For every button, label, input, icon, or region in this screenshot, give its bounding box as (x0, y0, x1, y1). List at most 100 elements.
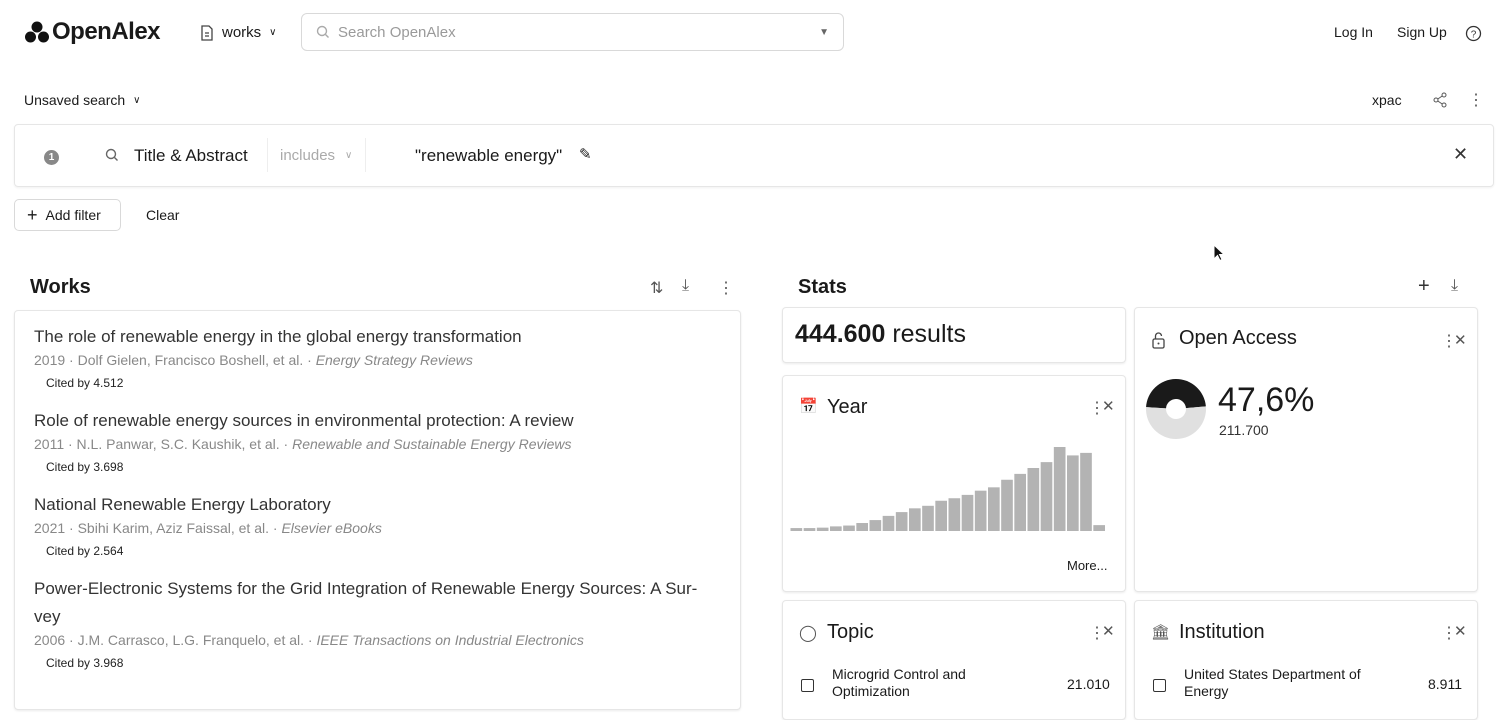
topic-checkbox[interactable] (801, 679, 814, 692)
open-access-card (1134, 307, 1478, 592)
year-histogram (790, 447, 1105, 531)
year-bar[interactable] (1001, 479, 1013, 531)
work-source[interactable]: Renewable and Sustainable Energy Reviews (292, 436, 572, 452)
remove-filter-icon[interactable]: ✕ (1453, 144, 1469, 164)
work-source[interactable]: Elsevier eBooks (281, 520, 382, 536)
sort-icon[interactable]: ⇅ (650, 280, 664, 297)
year-bar[interactable] (935, 500, 947, 531)
year-bar[interactable] (882, 515, 895, 531)
year-bar[interactable] (922, 505, 934, 531)
chevron-down-icon: ∨ (133, 94, 141, 106)
year-bar[interactable] (816, 527, 829, 531)
topic-label[interactable]: Microgrid Control and Optimization (832, 666, 966, 699)
work-title[interactable]: The role of renewable energy in the glob… (34, 327, 522, 346)
cited-by[interactable]: Cited by 2.564 (46, 544, 124, 558)
year-bar[interactable] (869, 520, 882, 531)
list-item[interactable]: The role of renewable energy in the glob… (34, 323, 522, 390)
svg-text:?: ? (1471, 30, 1477, 41)
open-access-count: 211.700 (1219, 422, 1269, 438)
closed-access-slice[interactable] (1146, 406, 1206, 439)
add-filter-label: Add filter (45, 207, 101, 223)
year-bar[interactable] (988, 487, 1000, 531)
year-bar[interactable] (843, 525, 855, 531)
year-bar[interactable] (790, 528, 803, 531)
login-link[interactable]: Log In (1334, 24, 1373, 40)
year-title: Year (827, 396, 868, 418)
work-title[interactable]: Power-Electronic Systems for the Grid In… (34, 579, 698, 626)
year-bar[interactable] (1014, 473, 1026, 531)
list-item[interactable]: Power-Electronic Systems for the Grid In… (34, 575, 714, 670)
institution-checkbox[interactable] (1153, 679, 1166, 692)
year-bar[interactable] (909, 508, 921, 531)
more-link[interactable]: More... (1067, 558, 1108, 573)
operator-label: includes (280, 146, 336, 164)
more-options-icon[interactable]: ⋮ (1089, 625, 1105, 642)
signup-link[interactable]: Sign Up (1397, 24, 1447, 40)
work-source[interactable]: Energy Strategy Reviews (315, 352, 473, 368)
year-bar[interactable] (948, 498, 961, 531)
user-label[interactable]: xpac (1372, 92, 1402, 108)
entity-label: works (222, 24, 262, 41)
more-options-icon[interactable]: ⋮ (1089, 400, 1105, 417)
year-bar[interactable] (856, 523, 868, 531)
add-stat-icon[interactable]: + (1418, 275, 1430, 297)
work-title[interactable]: National Renewable Energy Laboratory (34, 495, 331, 514)
year-bar[interactable] (1067, 455, 1079, 531)
more-options-icon[interactable]: ⋮ (1441, 625, 1457, 642)
close-icon[interactable]: ✕ (1454, 623, 1467, 640)
more-options-icon[interactable]: ⋮ (1468, 92, 1484, 109)
download-icon[interactable]: ⤓ (682, 277, 690, 294)
add-filter-button[interactable]: + Add filter (14, 199, 121, 231)
topic-title: Topic (827, 621, 874, 643)
cited-by[interactable]: Cited by 3.698 (46, 460, 124, 474)
filter-field[interactable]: Title & Abstract (134, 146, 248, 165)
institution-label[interactable]: United States Department of Energy (1184, 666, 1361, 699)
entity-selector[interactable]: works ∨ (200, 24, 277, 41)
open-access-slice[interactable] (1146, 379, 1206, 409)
institution-count: 8.911 (1428, 676, 1462, 692)
lock-icon (1152, 332, 1165, 349)
year-bar[interactable] (830, 526, 842, 531)
year-bar[interactable] (1093, 525, 1105, 531)
clear-button[interactable]: Clear (146, 207, 180, 223)
close-icon[interactable]: ✕ (1102, 398, 1115, 415)
work-meta: 2006 · J.M. Carrasco, L.G. Franquelo, et… (34, 632, 317, 648)
openalex-logo[interactable]: OpenAlex (24, 18, 161, 46)
download-icon[interactable]: ⤓ (1451, 277, 1459, 294)
work-source[interactable]: IEEE Transactions on Industrial Electron… (316, 632, 584, 648)
close-icon[interactable]: ✕ (1102, 623, 1115, 640)
year-bar[interactable] (803, 528, 816, 531)
close-icon[interactable]: ✕ (1454, 332, 1467, 349)
filter-index: 1 (44, 150, 59, 165)
search-input[interactable]: Search OpenAlex ▼ (301, 13, 844, 51)
works-list (14, 310, 741, 710)
year-bar[interactable] (1027, 468, 1040, 531)
operator-select[interactable]: includes ∨ (267, 138, 366, 172)
list-item[interactable]: Role of renewable energy sources in envi… (34, 407, 574, 474)
share-icon[interactable] (1432, 92, 1448, 108)
help-icon[interactable]: ? (1465, 25, 1482, 42)
year-bar[interactable] (1080, 452, 1092, 531)
filter-row (14, 124, 1494, 187)
year-bar[interactable] (1053, 447, 1066, 531)
saved-search-menu[interactable]: Unsaved search ∨ (24, 92, 141, 108)
year-bar[interactable] (974, 490, 987, 531)
more-options-icon[interactable]: ⋮ (1441, 333, 1457, 350)
filter-value[interactable]: "renewable energy" (415, 146, 563, 165)
work-meta: 2019 · Dolf Gielen, Francisco Boshell, e… (34, 352, 316, 368)
more-options-icon[interactable]: ⋮ (718, 280, 734, 297)
dropdown-caret-icon[interactable]: ▼ (819, 26, 829, 38)
work-title[interactable]: Role of renewable energy sources in envi… (34, 411, 574, 430)
year-bar[interactable] (895, 512, 908, 531)
institution-title: Institution (1179, 621, 1265, 643)
year-bar[interactable] (1040, 462, 1053, 531)
stats-heading: Stats (798, 276, 847, 298)
cited-by[interactable]: Cited by 3.968 (46, 656, 124, 670)
edit-pencil-icon[interactable]: ✎ (579, 146, 592, 163)
search-placeholder: Search OpenAlex (338, 23, 456, 41)
year-bar[interactable] (961, 494, 974, 531)
list-item[interactable]: National Renewable Energy Laboratory 2021… (34, 491, 382, 558)
institution-card (1134, 600, 1478, 720)
cited-by[interactable]: Cited by 4.512 (46, 376, 124, 390)
search-icon (105, 148, 118, 161)
